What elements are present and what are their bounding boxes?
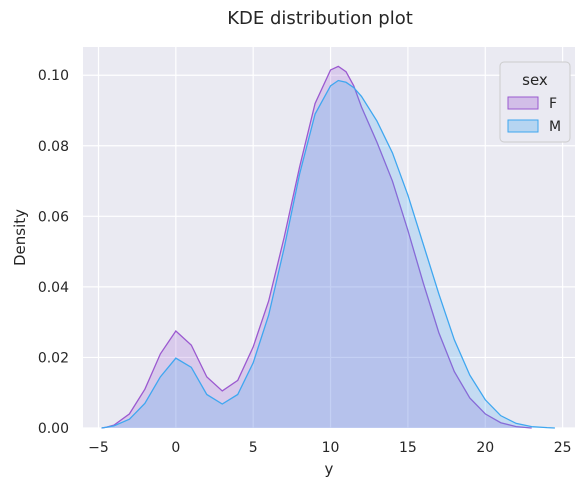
x-tick-label: 25 (554, 440, 572, 456)
y-tick-label: 0.08 (38, 139, 69, 155)
x-tick-label: 10 (322, 440, 340, 456)
legend: sex FM (500, 62, 570, 142)
y-tick-label: 0.06 (38, 209, 69, 225)
legend-label-m: M (549, 119, 561, 135)
y-tick-label: 0.10 (38, 68, 69, 84)
x-tick-label: −5 (88, 440, 109, 456)
x-tick-label: 20 (476, 440, 494, 456)
y-tick-label: 0.04 (38, 280, 69, 296)
x-tick-label: 5 (249, 440, 258, 456)
x-tick-label: 15 (399, 440, 417, 456)
legend-swatch-f (508, 97, 538, 109)
x-axis-label: y (325, 460, 334, 478)
x-axis-ticks: −5 0 5 10 15 20 25 (88, 440, 571, 456)
chart-title: KDE distribution plot (227, 8, 413, 29)
y-tick-label: 0.02 (38, 350, 69, 366)
y-axis-ticks: 0.00 0.02 0.04 0.06 0.08 0.10 (38, 68, 69, 437)
legend-label-f: F (549, 96, 557, 112)
y-tick-label: 0.00 (38, 421, 69, 437)
legend-title: sex (522, 71, 548, 89)
legend-swatch-m (508, 120, 538, 132)
y-axis-label: Density (11, 209, 29, 266)
x-tick-label: 0 (171, 440, 180, 456)
